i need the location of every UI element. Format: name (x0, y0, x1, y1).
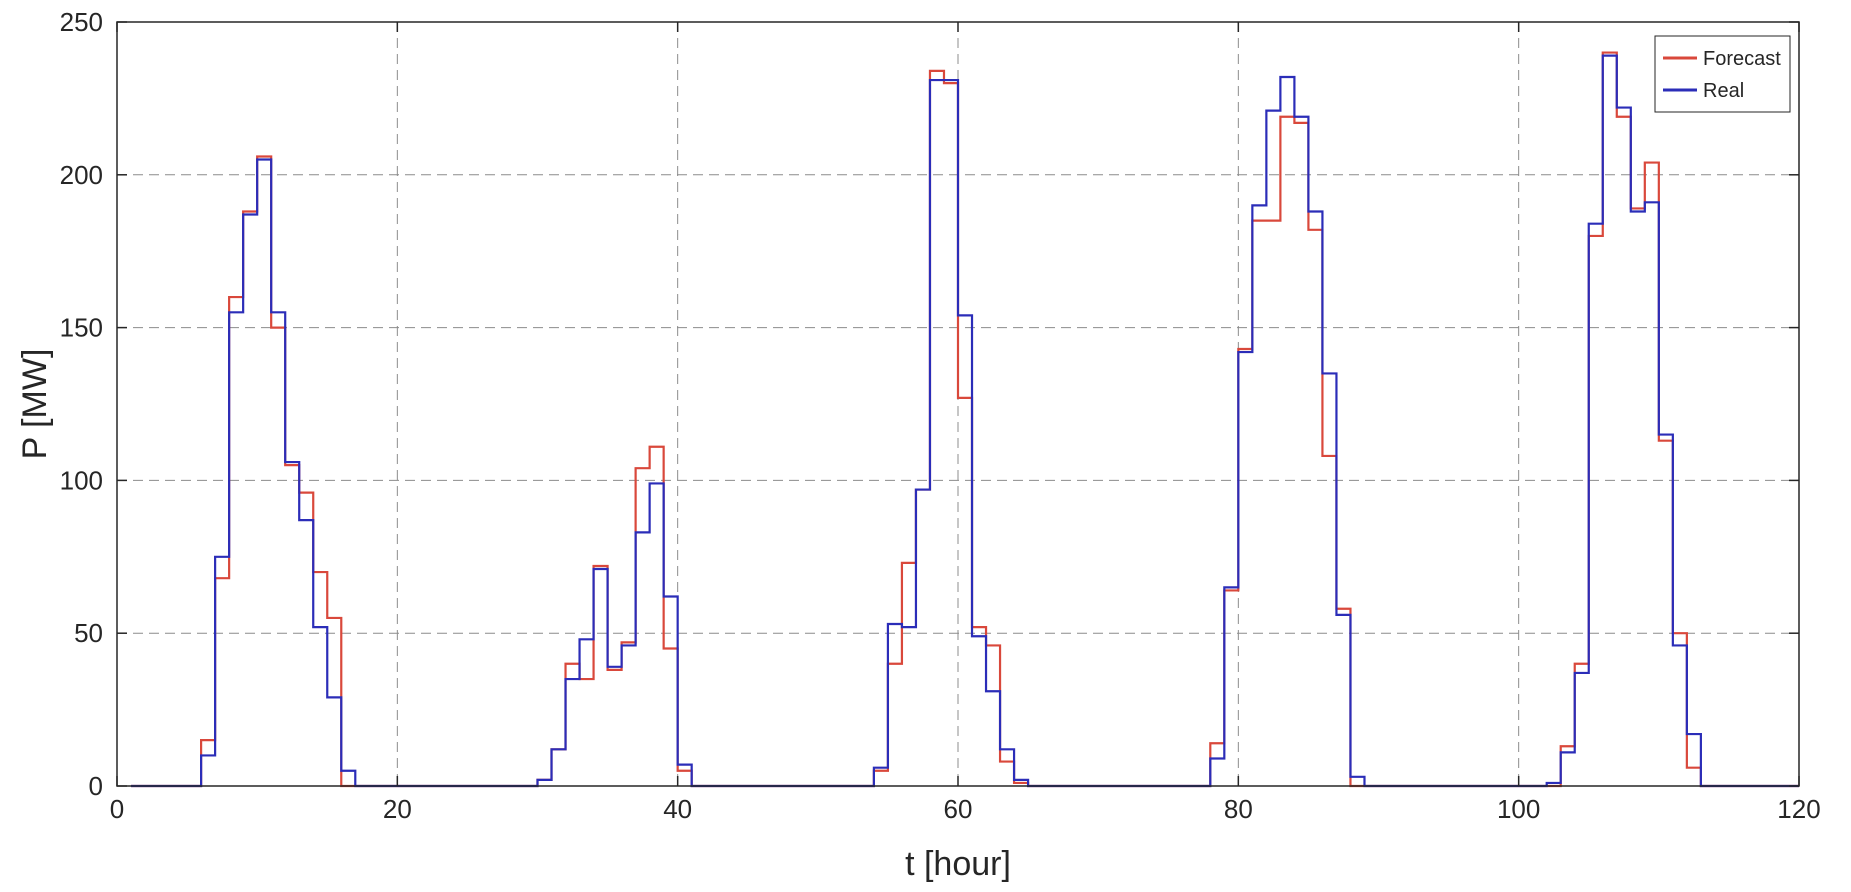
x-tick-label: 120 (1777, 794, 1820, 824)
y-tick-label: 0 (89, 771, 103, 801)
x-axis-label: t [hour] (905, 845, 1011, 883)
y-tick-label: 100 (60, 465, 103, 495)
x-tick-label: 60 (944, 794, 973, 824)
x-tick-label: 20 (383, 794, 412, 824)
x-tick-label: 80 (1224, 794, 1253, 824)
x-tick-label: 40 (663, 794, 692, 824)
x-tick-label: 0 (110, 794, 124, 824)
legend: Forecast Real (1654, 35, 1791, 113)
ticks: 0 20 40 60 80 100 120 0 50 100 150 200 250 (60, 7, 1821, 824)
legend-label-forecast: Forecast (1703, 48, 1781, 70)
x-tick-label: 100 (1497, 794, 1540, 824)
y-tick-label: 150 (60, 313, 103, 343)
legend-label-real: Real (1703, 80, 1744, 102)
legend-box (1654, 35, 1791, 113)
y-tick-label: 250 (60, 7, 103, 37)
y-axis-label: P [MW] (16, 349, 54, 460)
y-tick-label: 200 (60, 160, 103, 190)
y-tick-label: 50 (74, 618, 103, 648)
